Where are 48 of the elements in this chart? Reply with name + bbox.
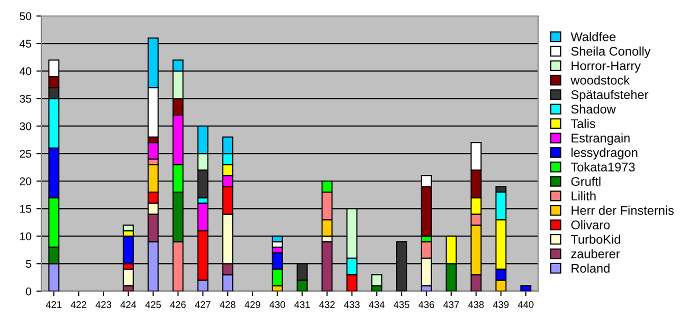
x-tick-label: 433 xyxy=(344,301,360,308)
x-tick-label: 425 xyxy=(145,301,161,308)
x-tick-label: 422 xyxy=(70,301,86,308)
x-tick-label: 440 xyxy=(518,301,534,308)
x-tick-label: 434 xyxy=(368,301,385,308)
legend-label: zauberer xyxy=(571,249,620,258)
y-tick-label: 5 xyxy=(26,260,32,268)
legend-label: Talis xyxy=(570,118,596,128)
y-tick-label: 25 xyxy=(20,150,32,158)
legend-label: lessydragon xyxy=(572,148,638,160)
x-tick-label: 421 xyxy=(46,301,62,308)
legend-label: TurboKid xyxy=(570,234,620,244)
x-tick-label: 438 xyxy=(468,301,484,308)
legend-label: woodstock xyxy=(570,75,630,85)
legend-label: Estrangain xyxy=(572,133,630,145)
y-tick-label: 0 xyxy=(26,287,32,296)
legend-label: Spätaufsteher xyxy=(571,90,648,102)
legend-label: Lilith xyxy=(572,191,596,200)
x-tick-label: 426 xyxy=(170,301,186,308)
y-tick-label: 50 xyxy=(20,12,32,20)
y-tick-label: 10 xyxy=(20,232,32,240)
y-tick-label: 45 xyxy=(20,40,32,48)
legend-label: Horror-Harry xyxy=(572,61,641,73)
y-tick-label: 15 xyxy=(20,205,32,213)
y-tick-label: 30 xyxy=(20,122,32,130)
y-tick-label: 40 xyxy=(20,67,32,76)
x-tick-label: 427 xyxy=(194,301,210,308)
legend-label: Gruftl xyxy=(571,176,600,186)
x-tick-label: 424 xyxy=(120,301,136,308)
x-tick-label: 430 xyxy=(269,301,286,308)
x-tick-label: 423 xyxy=(96,301,112,308)
x-tick-label: 439 xyxy=(493,301,509,308)
x-tick-label: 428 xyxy=(220,301,236,308)
x-tick-label: 435 xyxy=(394,301,410,308)
legend-label: Sheila Conolly xyxy=(571,46,651,58)
x-tick-label: 429 xyxy=(244,301,260,308)
y-tick-label: 35 xyxy=(20,94,32,103)
x-tick-label: 437 xyxy=(443,301,459,308)
x-tick-label: 432 xyxy=(319,301,335,308)
x-tick-label: 431 xyxy=(294,301,310,308)
legend-label: Tokata1973 xyxy=(570,162,635,172)
legend-label: Waldfee xyxy=(570,32,616,42)
legend-label: Roland xyxy=(572,264,610,273)
legend-label: Olivaro xyxy=(571,220,610,230)
legend-label: Herr der Finsternis xyxy=(572,206,674,215)
y-tick-label: 20 xyxy=(20,177,32,186)
x-tick-label: 436 xyxy=(418,301,434,308)
legend-label: Shadow xyxy=(571,104,616,114)
